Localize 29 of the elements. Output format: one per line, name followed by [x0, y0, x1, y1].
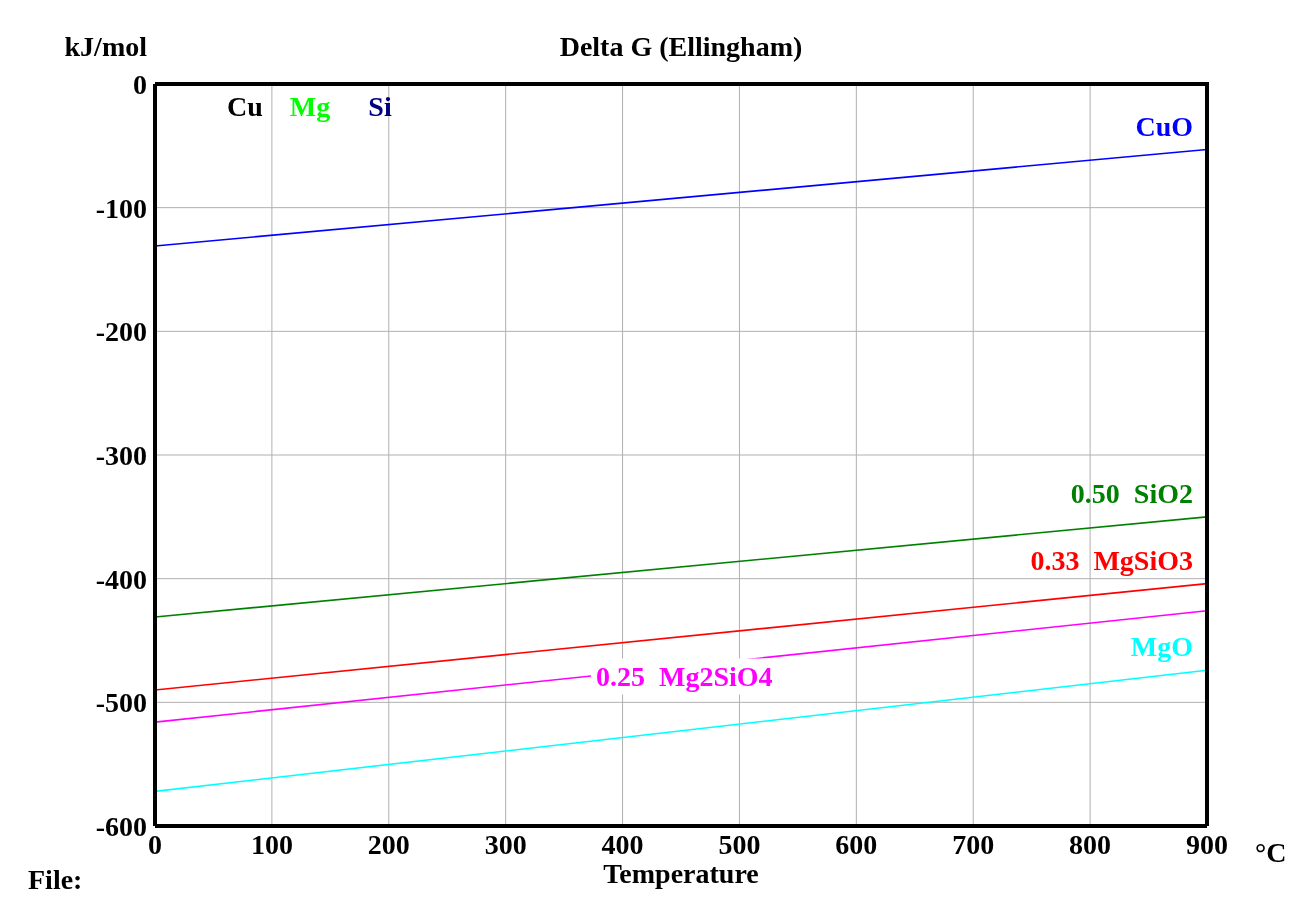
annotation: Si: [368, 91, 392, 122]
text: File:: [28, 864, 83, 895]
series-label: 0.25 Mg2SiO4: [596, 661, 773, 693]
y-tick-label: -600: [95, 810, 147, 842]
chart-title: Delta G (Ellingham): [559, 31, 803, 62]
x-tick-label: 800: [1069, 828, 1112, 860]
y-tick-label: 0: [133, 68, 147, 100]
y-tick-label: -200: [95, 316, 147, 348]
series-label: 0.33 MgSiO3: [1030, 544, 1193, 576]
y-tick-label: -100: [95, 192, 147, 224]
x-tick-label: 300: [484, 828, 527, 860]
x-tick-label: 200: [367, 828, 410, 860]
series-label: MgO: [1130, 631, 1193, 663]
series-label: CuO: [1135, 110, 1193, 142]
annotation: Cu: [227, 91, 263, 122]
annotation: Mg: [289, 91, 331, 122]
y-tick-label: -300: [95, 439, 147, 471]
x-axis-title: Temperature: [603, 858, 759, 889]
x-tick-label: 500: [718, 828, 761, 860]
x-tick-label: 400: [601, 828, 644, 860]
x-tick-label: 600: [835, 828, 878, 860]
text: °C: [1255, 837, 1287, 868]
series-label: 0.50 SiO2: [1070, 477, 1193, 509]
y-axis-title: kJ/mol: [64, 31, 148, 62]
x-tick-label: 100: [250, 828, 293, 860]
y-tick-label: -500: [95, 687, 147, 719]
x-tick-label: 700: [952, 828, 995, 860]
y-tick-label: -400: [95, 563, 147, 595]
x-tick-label: 900: [1186, 828, 1228, 860]
